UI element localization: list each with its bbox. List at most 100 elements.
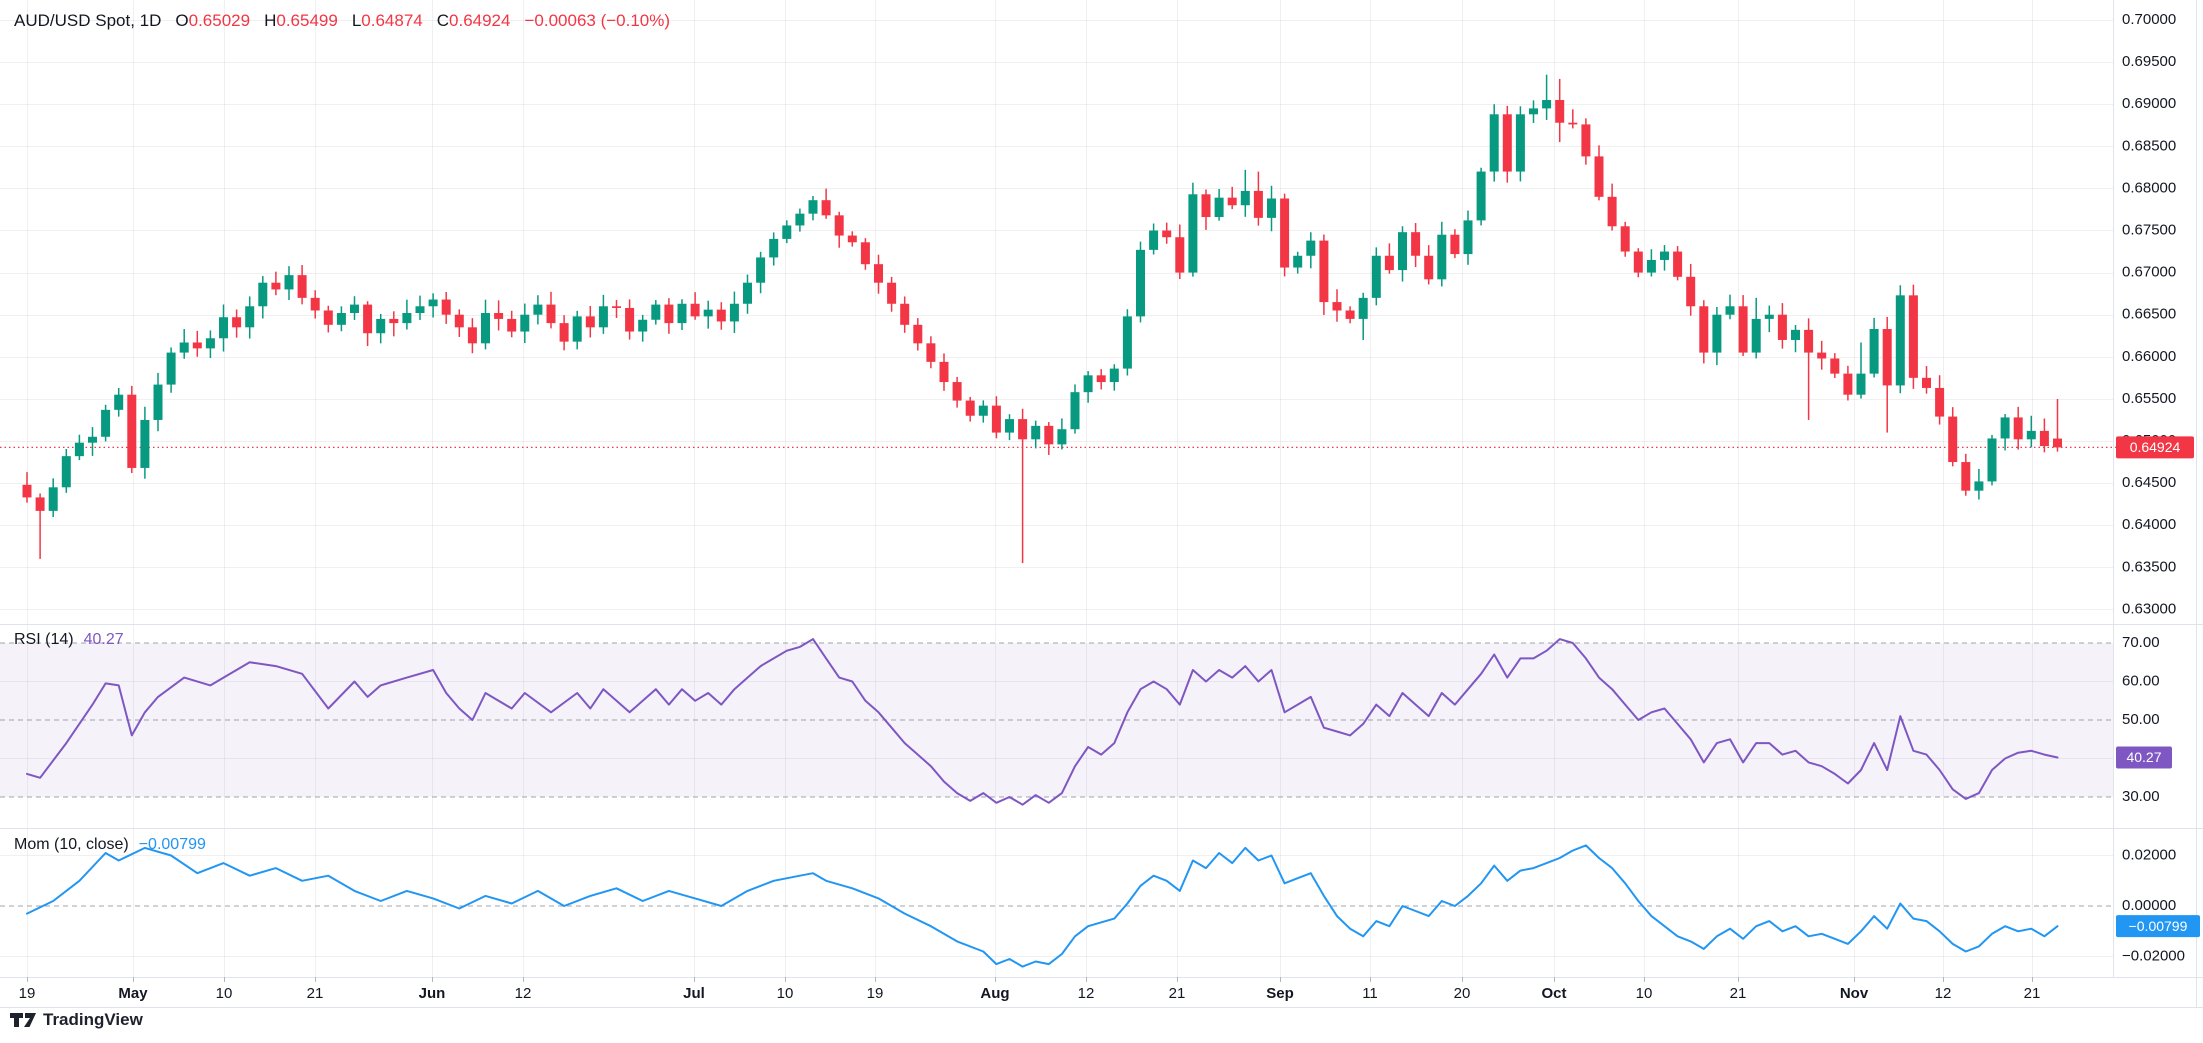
candle-body bbox=[1384, 255, 1394, 271]
candle bbox=[1188, 182, 1198, 277]
candle-body bbox=[336, 313, 346, 325]
candle bbox=[258, 276, 268, 319]
candle bbox=[1358, 292, 1368, 340]
candle-body bbox=[1240, 190, 1250, 206]
candle-body bbox=[1398, 232, 1407, 271]
candle bbox=[2053, 398, 2062, 452]
candle bbox=[2026, 415, 2036, 448]
candle-body bbox=[1044, 425, 1054, 445]
price-axis[interactable]: 0.70000 0.69500 0.69000 0.68500 0.68000 0.675… bbox=[2122, 11, 2185, 965]
candle-body bbox=[598, 306, 608, 328]
tradingview-logo-text: TradingView bbox=[43, 1010, 143, 1029]
candle-body bbox=[1633, 251, 1643, 273]
candle bbox=[1018, 408, 1028, 564]
candle-body bbox=[1908, 295, 1918, 378]
candle-body bbox=[1109, 368, 1119, 383]
candle-body bbox=[1424, 255, 1434, 280]
candle-body bbox=[1515, 114, 1525, 172]
last-price-badge: 0.64924 bbox=[2116, 436, 2194, 459]
candle-body bbox=[1345, 310, 1355, 319]
candle-body bbox=[1437, 234, 1447, 280]
candle bbox=[179, 329, 189, 359]
time-axis-label: 10 bbox=[216, 985, 233, 1002]
candle bbox=[1895, 285, 1905, 394]
time-axis-label: May bbox=[118, 985, 148, 1002]
candle bbox=[1725, 294, 1735, 320]
price-axis-label: 0.70000 bbox=[2122, 11, 2176, 28]
time-axis-label: 21 bbox=[1730, 985, 1747, 1002]
ohlc-low: L 0.64874 bbox=[351, 11, 423, 30]
candle bbox=[494, 300, 504, 331]
candle bbox=[88, 427, 97, 456]
candle bbox=[1371, 247, 1381, 306]
candle-body bbox=[965, 400, 975, 416]
candle bbox=[1267, 185, 1276, 232]
candle-body bbox=[926, 343, 936, 362]
candle-body bbox=[1031, 425, 1041, 440]
candle bbox=[1594, 145, 1604, 201]
price-axis-label: 0.64500 bbox=[2122, 474, 2176, 491]
candle bbox=[153, 372, 163, 432]
candle bbox=[1227, 186, 1237, 210]
mom-label[interactable]: Mom (10, close) bbox=[14, 836, 129, 853]
candle-body bbox=[1371, 255, 1381, 298]
mom-axis-label: 0.00000 bbox=[2122, 897, 2176, 914]
candle bbox=[1922, 366, 1931, 394]
candle-body bbox=[546, 304, 556, 324]
candle-body bbox=[821, 200, 831, 216]
candle bbox=[1791, 325, 1800, 353]
tradingview-logo[interactable]: TradingView bbox=[10, 1010, 143, 1030]
candle bbox=[1712, 306, 1722, 366]
candle-body bbox=[2039, 430, 2049, 447]
candle-body bbox=[1791, 329, 1800, 340]
candle-body bbox=[874, 264, 883, 283]
candle bbox=[1673, 246, 1683, 281]
time-axis-label: 10 bbox=[777, 985, 794, 1002]
candle bbox=[101, 404, 111, 442]
candle bbox=[1175, 224, 1185, 280]
candle-body bbox=[1227, 197, 1237, 206]
candle-body bbox=[1843, 373, 1853, 395]
candle-body bbox=[350, 304, 359, 314]
rsi-line bbox=[26, 638, 2059, 806]
symbol-title[interactable]: AUD/USD Spot, 1D bbox=[14, 11, 162, 30]
ohlc-open: O 0.65029 bbox=[175, 11, 251, 30]
candle-body bbox=[1411, 232, 1421, 256]
candle bbox=[1398, 226, 1407, 282]
candlestick-series[interactable] bbox=[22, 74, 2063, 564]
candle-body bbox=[1122, 316, 1132, 369]
candle-body bbox=[690, 303, 700, 317]
candle-body bbox=[808, 200, 818, 214]
candle bbox=[507, 310, 517, 338]
price-axis-label: 0.68000 bbox=[2122, 179, 2176, 196]
candle bbox=[690, 292, 700, 320]
rsi-label[interactable]: RSI (14) bbox=[14, 631, 74, 648]
candle bbox=[572, 310, 582, 350]
candle-body bbox=[1869, 329, 1879, 374]
candle-body bbox=[625, 307, 635, 332]
time-axis[interactable]: 19 May 10 21 Jun 12 Jul 10 19 Aug 12 21 Sep 11 20 Oct 10… bbox=[19, 977, 2041, 1002]
candle-body bbox=[1542, 99, 1552, 109]
candle-body bbox=[1555, 99, 1565, 123]
time-axis-label: Jul bbox=[683, 985, 705, 1002]
candle-body bbox=[245, 306, 255, 328]
candle bbox=[192, 330, 202, 357]
candle-body bbox=[1096, 375, 1106, 383]
candle bbox=[1502, 105, 1512, 183]
mom-axis-label: −0.02000 bbox=[2122, 947, 2185, 964]
candle bbox=[1908, 284, 1918, 389]
candle bbox=[756, 251, 766, 294]
candle-body bbox=[1581, 124, 1591, 157]
candle bbox=[1882, 316, 1892, 433]
candle bbox=[402, 299, 412, 330]
time-axis-label: 20 bbox=[1454, 985, 1471, 1002]
candle-body bbox=[782, 225, 792, 239]
time-axis-label: 19 bbox=[19, 985, 36, 1002]
candle-body bbox=[1804, 329, 1814, 353]
candle bbox=[271, 271, 281, 296]
mom-line bbox=[26, 844, 2059, 968]
candle-body bbox=[1817, 352, 1827, 359]
candle bbox=[415, 295, 425, 321]
candle-body bbox=[1489, 114, 1499, 172]
